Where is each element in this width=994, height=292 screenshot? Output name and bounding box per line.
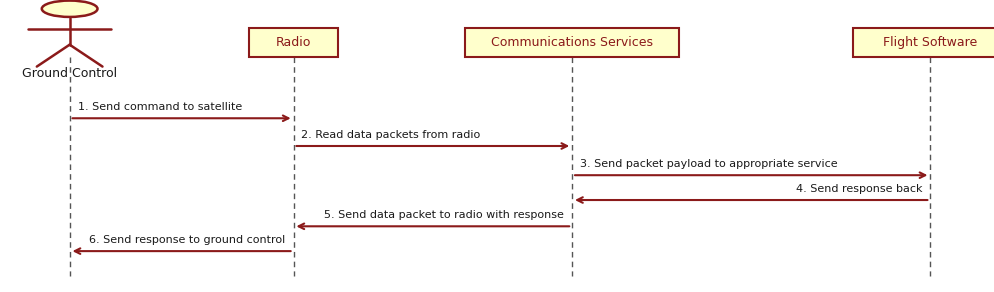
Text: Communications Services: Communications Services	[491, 36, 652, 49]
Text: Flight Software: Flight Software	[883, 36, 976, 49]
Text: 6. Send response to ground control: 6. Send response to ground control	[89, 235, 285, 245]
Text: Ground Control: Ground Control	[22, 67, 117, 80]
FancyBboxPatch shape	[248, 28, 338, 57]
Text: 2. Read data packets from radio: 2. Read data packets from radio	[301, 130, 480, 140]
Circle shape	[42, 1, 97, 17]
FancyBboxPatch shape	[464, 28, 678, 57]
Text: 4. Send response back: 4. Send response back	[795, 184, 921, 194]
Text: 5. Send data packet to radio with response: 5. Send data packet to radio with respon…	[324, 210, 564, 220]
Text: Radio: Radio	[275, 36, 311, 49]
FancyBboxPatch shape	[853, 28, 994, 57]
Text: 1. Send command to satellite: 1. Send command to satellite	[78, 102, 242, 112]
Text: 3. Send packet payload to appropriate service: 3. Send packet payload to appropriate se…	[580, 159, 837, 169]
